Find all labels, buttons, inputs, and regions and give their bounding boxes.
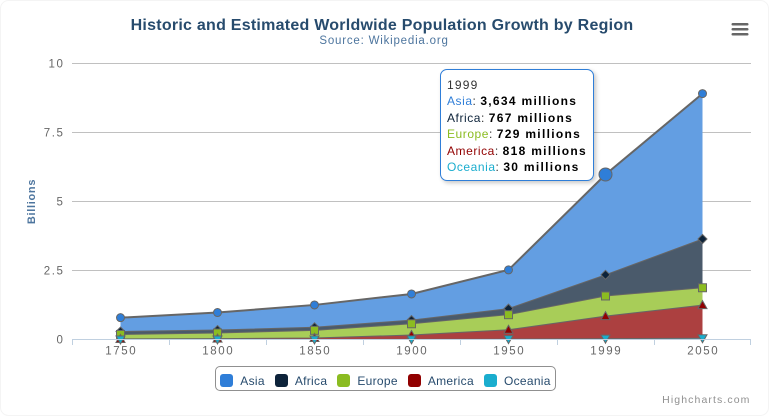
svg-text:1750: 1750 (105, 346, 137, 358)
svg-text:1850: 1850 (299, 346, 331, 358)
svg-text:1900: 1900 (396, 346, 428, 358)
svg-text:7.5: 7.5 (44, 128, 65, 140)
svg-text:5: 5 (57, 197, 65, 209)
svg-text:1999: 1999 (590, 346, 622, 358)
svg-text:Source: Wikipedia.org: Source: Wikipedia.org (319, 35, 448, 47)
svg-text:10: 10 (49, 59, 65, 71)
svg-text:0: 0 (57, 335, 65, 347)
svg-text:2.5: 2.5 (44, 266, 65, 278)
svg-text:1800: 1800 (202, 346, 234, 358)
svg-text:Historic and Estimated Worldwi: Historic and Estimated Worldwide Populat… (131, 17, 634, 34)
svg-text:2050: 2050 (687, 346, 719, 358)
svg-text:Highcharts.com: Highcharts.com (662, 394, 750, 406)
svg-text:Billions: Billions (26, 179, 38, 224)
svg-text:1950: 1950 (493, 346, 525, 358)
